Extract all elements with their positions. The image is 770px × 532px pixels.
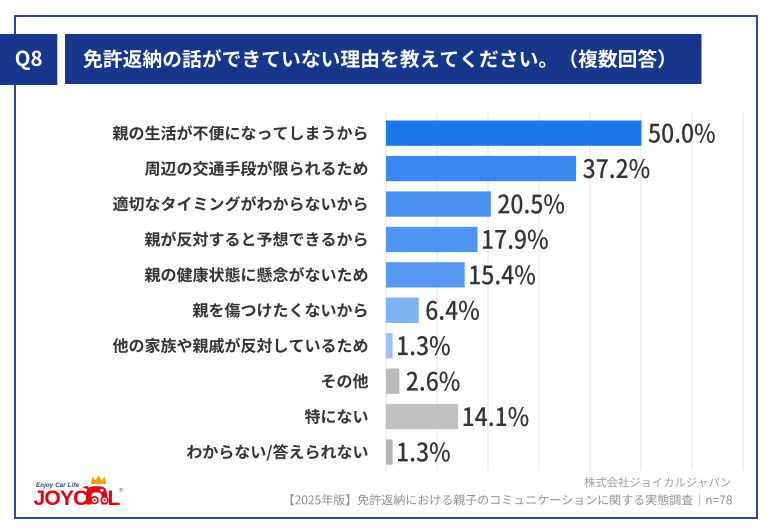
svg-text:Enjoy Car Life: Enjoy Car Life [36,483,80,489]
svg-text:L: L [108,487,121,510]
svg-text:JOYC: JOYC [34,487,89,510]
svg-text:®: ® [119,487,123,494]
